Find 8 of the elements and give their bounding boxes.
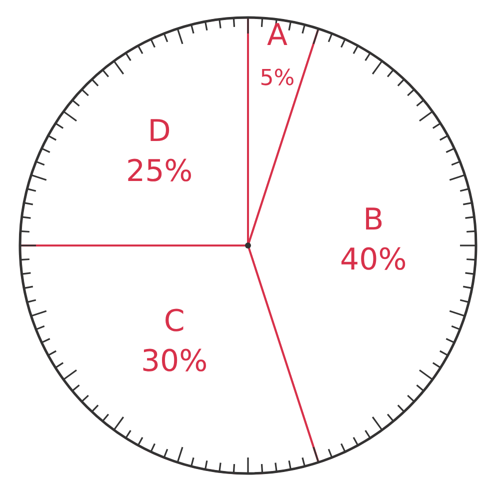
slice-label: C <box>164 304 185 339</box>
data-label: 30% <box>140 344 208 379</box>
slice-label: D <box>148 114 171 149</box>
slice-label: B <box>363 202 384 238</box>
data-label: 25% <box>126 154 193 189</box>
slice-label: A <box>266 18 288 53</box>
data-label: 5% <box>260 66 295 91</box>
data-label: 40% <box>340 242 407 278</box>
